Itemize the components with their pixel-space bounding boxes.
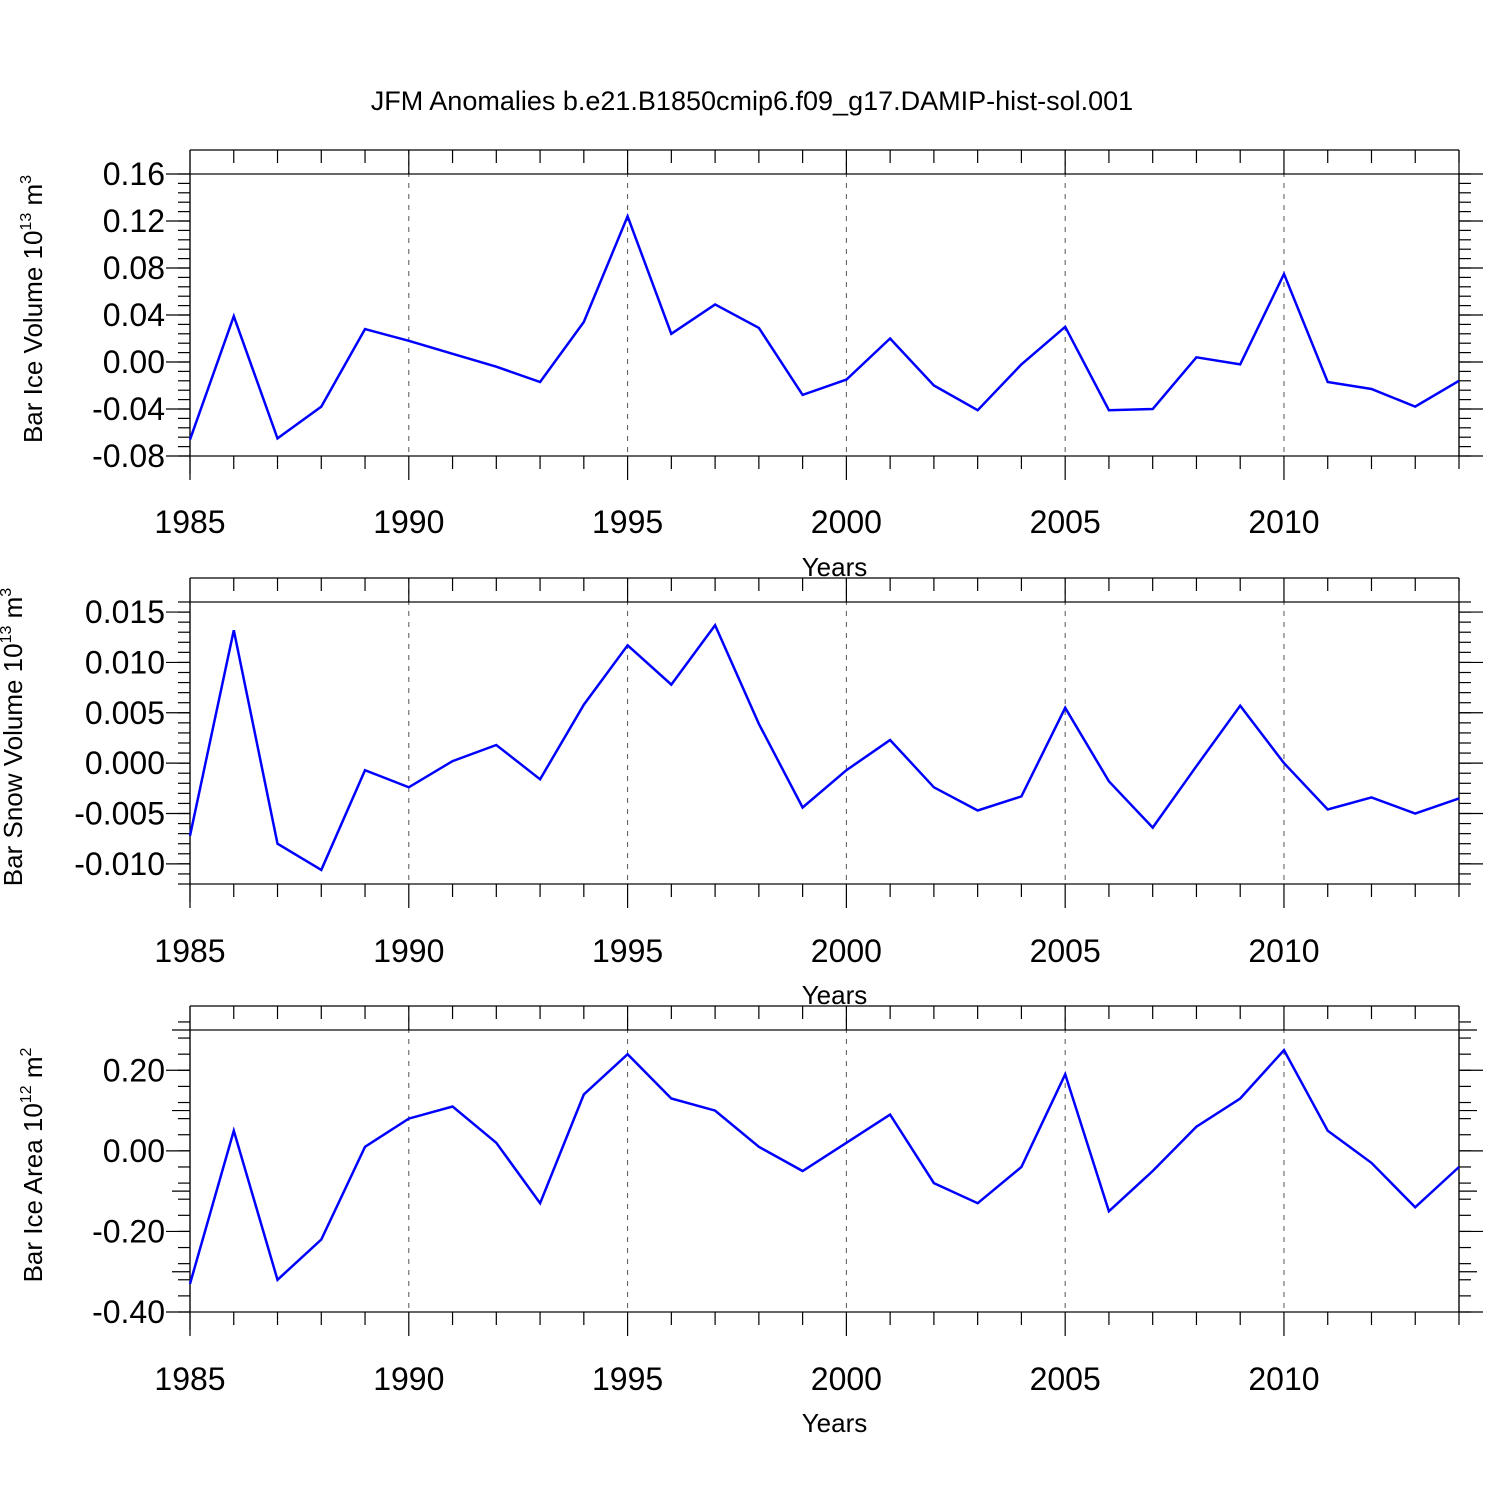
y-axis-label: Bar Ice Area 1012 m2: [18, 1047, 48, 1282]
y-tick-label: 0.010: [85, 644, 165, 680]
x-tick-label: 1995: [592, 933, 663, 969]
y-tick-label: -0.20: [92, 1213, 165, 1249]
x-tick-label: 2005: [1030, 933, 1101, 969]
series-line: [188, 622, 1460, 872]
x-tick-label: 1985: [154, 504, 225, 540]
plot-frame: [189, 1029, 1460, 1313]
y-tick-label: 0.00: [103, 1133, 165, 1169]
chart-title: JFM Anomalies b.e21.B1850cmip6.f09_g17.D…: [371, 86, 1133, 116]
panel-snow-volume: 1985 1990 1995 2000 2005 2010 -0.010 -0.005 0.00…: [0, 577, 1483, 1010]
y-tick-label: 0.12: [103, 203, 165, 239]
y-tick-label: 0.00: [103, 344, 165, 380]
x-tick-label: 1990: [373, 933, 444, 969]
x-tick-label: 2000: [811, 933, 882, 969]
y-tick-label: -0.005: [74, 796, 165, 832]
panel-ice-volume: 1985 1990 1995 2000 2005 2010 -0.08 -0.04 0.00 0.…: [18, 149, 1483, 582]
x-tick-label: 2005: [1030, 504, 1101, 540]
x-tick-label: 2000: [811, 1361, 882, 1397]
x-tick-label: 2010: [1248, 1361, 1319, 1397]
x-tick-label: 2010: [1248, 504, 1319, 540]
x-tick-label: 1995: [592, 1361, 663, 1397]
x-tick-label: 1990: [373, 504, 444, 540]
y-axis-label: Bar Snow Volume 1013 m3: [0, 588, 28, 887]
y-tick-label: 0.08: [103, 250, 165, 286]
y-tick-label: 0.000: [85, 745, 165, 781]
x-tick-label: 2000: [811, 504, 882, 540]
y-tick-label: 0.20: [103, 1052, 165, 1088]
y-tick-label: -0.08: [92, 438, 165, 474]
y-tick-label: -0.010: [74, 846, 165, 882]
y-tick-label: -0.40: [92, 1294, 165, 1330]
y-axis-label: Bar Ice Volume 1013 m3: [18, 175, 48, 443]
y-tick-label: -0.04: [92, 391, 165, 427]
x-tick-label: 1995: [592, 504, 663, 540]
panel-ice-area: 1985 1990 1995 2000 2005 2010 -0.40 -0.20 0.00 0.…: [18, 1005, 1483, 1438]
x-axis-label: Years: [802, 552, 868, 582]
x-tick-label: 2005: [1030, 1361, 1101, 1397]
series-line: [188, 212, 1460, 441]
x-tick-label: 1990: [373, 1361, 444, 1397]
x-axis-label: Years: [802, 1408, 868, 1438]
y-tick-label: 0.04: [103, 297, 165, 333]
y-tick-label: 0.015: [85, 594, 165, 630]
series-line: [188, 1047, 1460, 1285]
x-tick-label: 2010: [1248, 933, 1319, 969]
y-tick-label: 0.16: [103, 156, 165, 192]
y-tick-label: 0.005: [85, 695, 165, 731]
x-tick-label: 1985: [154, 1361, 225, 1397]
x-tick-label: 1985: [154, 933, 225, 969]
x-axis-label: Years: [802, 980, 868, 1010]
plot-frame: [189, 173, 1460, 457]
